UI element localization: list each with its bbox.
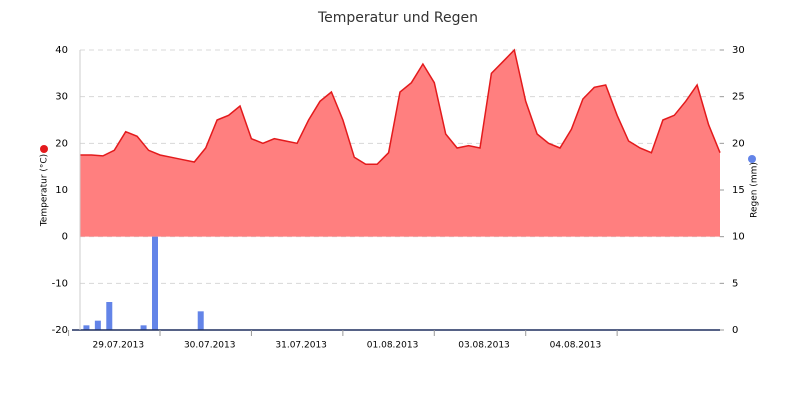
legend-marker — [748, 155, 756, 163]
x-tick-label: 29.07.2013 — [93, 341, 145, 351]
area-fill — [80, 50, 720, 237]
y2-tick-label: 0 — [732, 325, 738, 336]
y-tick-label: -20 — [52, 325, 68, 336]
x-tick-label: 01.08.2013 — [367, 341, 419, 351]
y-tick-label: 30 — [55, 92, 68, 103]
y-tick-label: 40 — [55, 45, 68, 56]
x-tick-label: 04.08.2013 — [550, 341, 602, 351]
y2-axis-title: Regen (mm) — [750, 162, 760, 218]
bar — [197, 311, 204, 330]
y2-tick-label: 10 — [732, 232, 745, 243]
bar — [94, 320, 101, 330]
bar — [83, 325, 90, 330]
y-tick-label: 10 — [55, 185, 68, 196]
area-line — [80, 48, 721, 166]
y2-tick-label: 5 — [732, 278, 738, 289]
y-tick-label: 0 — [62, 232, 68, 243]
legend-marker — [40, 145, 48, 153]
bar — [152, 236, 158, 330]
y2-tick-label: 15 — [732, 185, 745, 196]
y2-tick-label: 30 — [732, 45, 745, 56]
x-tick-label: 31.07.2013 — [275, 341, 327, 351]
y-tick-label: -10 — [52, 278, 68, 289]
x-tick-label: 03.08.2013 — [458, 341, 510, 351]
y2-tick-label: 20 — [732, 138, 745, 149]
y-tick-label: 20 — [55, 138, 68, 149]
bar — [106, 302, 113, 330]
bar — [140, 325, 147, 330]
chart-title: Temperatur und Regen — [317, 10, 478, 26]
y2-tick-label: 25 — [732, 92, 745, 103]
x-tick-label: 30.07.2013 — [184, 341, 236, 351]
y-axis-title: Temperatur (°C) — [40, 154, 50, 227]
